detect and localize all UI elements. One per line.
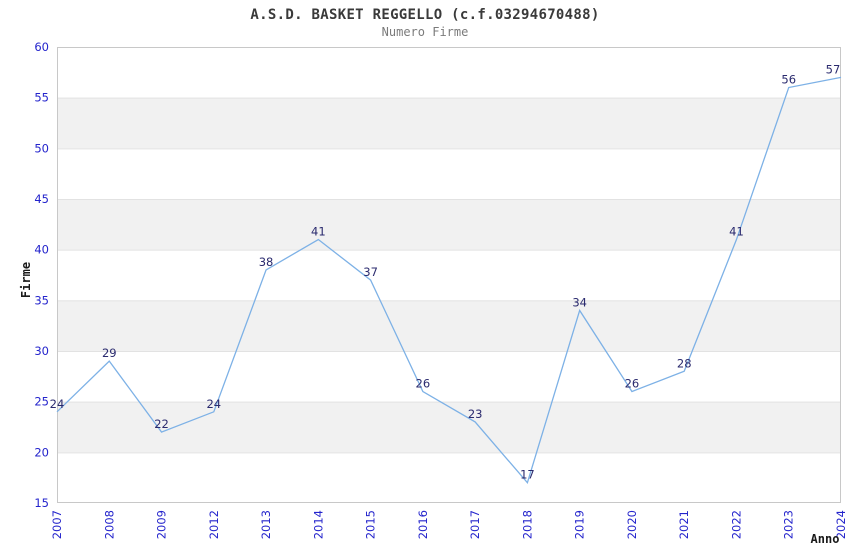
y-axis-title: Firme: [19, 262, 33, 298]
x-tick-label: 2018: [520, 510, 534, 539]
plot-area: 15 20 25 30 35 40 45 50 55 60 2007 2008 2009 2012 2013…: [34, 40, 848, 539]
data-point-label: 38: [259, 255, 274, 269]
data-point-label: 41: [311, 225, 326, 239]
plot-border: [57, 47, 841, 503]
data-point-label: 29: [102, 346, 117, 360]
data-point-label: 26: [416, 377, 431, 391]
data-point-label: 23: [468, 407, 483, 421]
x-tick-label: 2009: [155, 510, 169, 539]
grid-band: [57, 97, 841, 149]
data-point-label: 34: [572, 295, 587, 309]
chart-subtitle: Numero Firme: [381, 25, 469, 39]
x-tick-label: 2023: [782, 510, 796, 539]
y-tick-label: 30: [34, 344, 49, 358]
y-tick-label: 45: [34, 192, 49, 206]
x-tick-label: 2007: [50, 510, 64, 539]
y-tick-label: 50: [34, 141, 49, 155]
x-tick-label: 2014: [311, 510, 325, 539]
data-point-label: 26: [625, 377, 640, 391]
y-tick-label: 60: [34, 40, 49, 54]
y-tick-label: 55: [34, 91, 49, 105]
data-point-label: 22: [154, 417, 169, 431]
x-tick-label: 2012: [207, 510, 221, 539]
y-tick-label: 20: [34, 445, 49, 459]
x-tick-label: 2008: [102, 510, 116, 539]
x-tick-label: 2017: [468, 510, 482, 539]
x-tick-label: 2021: [677, 510, 691, 539]
chart-title: A.S.D. BASKET REGGELLO (c.f.03294670488): [250, 7, 600, 23]
y-tick-label: 35: [34, 293, 49, 307]
data-point-label: 17: [520, 468, 535, 482]
y-tick-label: 40: [34, 243, 49, 257]
data-point-label: 24: [206, 397, 221, 411]
grid-band: [57, 300, 841, 351]
data-point-label: 57: [826, 62, 841, 76]
y-tick-label: 25: [34, 395, 49, 409]
x-tick-label: 2019: [573, 510, 587, 539]
x-axis-title: Anno: [811, 532, 840, 546]
series-line: [56, 76, 842, 485]
data-point-label: 37: [363, 265, 378, 279]
grid-band: [57, 199, 841, 250]
x-tick-label: 2015: [364, 510, 378, 539]
x-tick-label: 2020: [625, 510, 639, 539]
x-tick-label: 2024: [834, 510, 848, 539]
x-tick-label: 2016: [416, 510, 430, 539]
y-tick-label: 15: [34, 496, 49, 510]
data-point-label: 28: [677, 356, 692, 370]
grid-band: [57, 401, 841, 453]
data-point-label: 56: [781, 73, 796, 87]
x-tick-label: 2022: [729, 510, 743, 539]
data-point-label: 24: [50, 397, 65, 411]
x-tick-label: 2013: [259, 510, 273, 539]
data-point-label: 41: [729, 225, 744, 239]
